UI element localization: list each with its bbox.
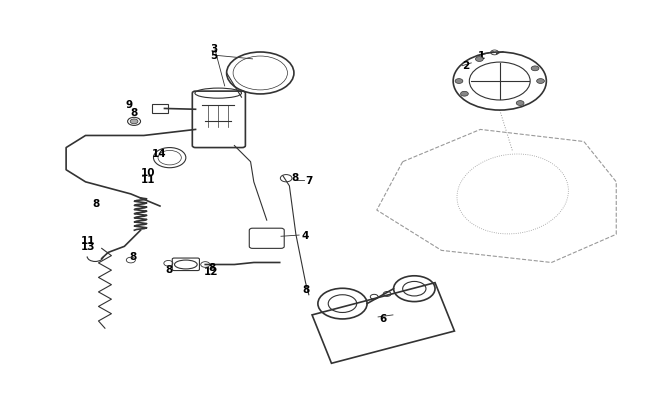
Text: 8: 8	[291, 173, 298, 183]
Text: 8: 8	[131, 108, 138, 118]
Text: 1: 1	[478, 51, 485, 61]
Circle shape	[537, 79, 545, 84]
Text: 5: 5	[211, 51, 218, 61]
Text: 12: 12	[204, 267, 218, 277]
Text: 6: 6	[380, 313, 387, 323]
Text: 11: 11	[141, 174, 156, 184]
Circle shape	[461, 92, 468, 97]
Text: 4: 4	[301, 230, 309, 241]
Circle shape	[130, 119, 138, 124]
Text: 9: 9	[125, 100, 133, 110]
Text: 8: 8	[92, 198, 99, 208]
Text: 3: 3	[211, 44, 218, 54]
Circle shape	[455, 79, 463, 84]
Circle shape	[516, 101, 524, 106]
Text: 14: 14	[152, 149, 167, 158]
Text: 11: 11	[81, 236, 95, 246]
Text: 8: 8	[129, 251, 136, 261]
Text: 10: 10	[141, 168, 156, 178]
Text: 8: 8	[302, 284, 309, 294]
Circle shape	[531, 67, 539, 72]
Text: 2: 2	[462, 61, 469, 71]
Text: 7: 7	[305, 175, 312, 185]
Text: 8: 8	[209, 263, 216, 273]
Text: 8: 8	[165, 264, 172, 274]
Circle shape	[476, 58, 483, 62]
Text: 13: 13	[81, 242, 95, 252]
